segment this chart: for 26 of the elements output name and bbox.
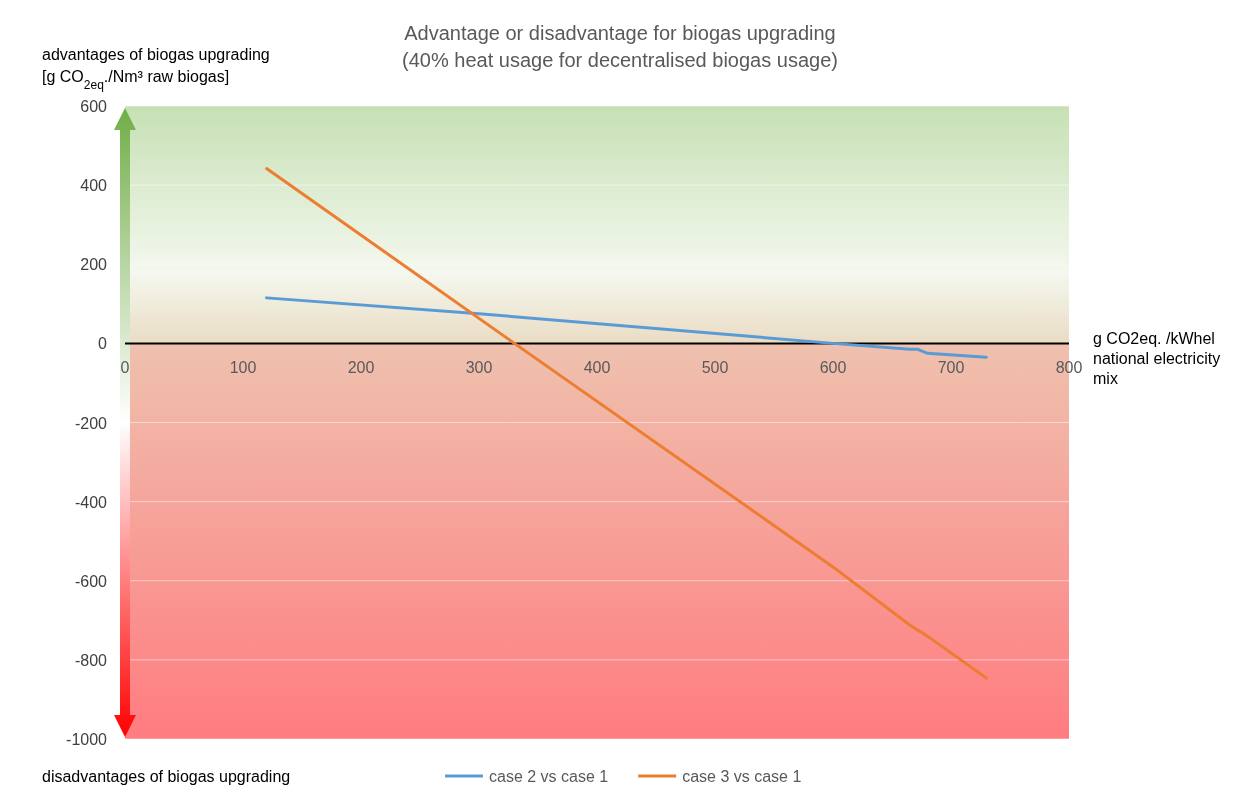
line-series [265, 296, 988, 359]
text: disadvantages of biogas upgrading [42, 768, 291, 785]
y-tick-label: 600 [80, 98, 108, 115]
x-tick-label: 500 [701, 359, 729, 377]
legend-label: case 3 vs case 1 [682, 768, 802, 785]
x-tick-label: 600 [819, 359, 847, 377]
x-tick-label: 300 [465, 359, 493, 377]
y-tick-label: -1000 [66, 731, 108, 748]
y-tick-label: 400 [80, 177, 108, 195]
legend-label: case 2 vs case 1 [489, 768, 609, 785]
y-tick-label: -200 [74, 414, 108, 432]
x-tick-label: 100 [229, 359, 257, 377]
line-series [265, 167, 988, 680]
x-tick-label: 400 [583, 359, 611, 377]
y-axis-title: advantages of biogas upgrading [g CO$_{2eq}$./Nm³ raw biogas] [42, 46, 270, 92]
y-tick-label: -400 [74, 493, 108, 511]
chart-title: Advantage or disadvantage for biogas upgrading (40% heat usage for decentralised biogas usage) [402, 22, 838, 71]
y-tick-label: -800 [74, 651, 108, 669]
x-tick-label: 700 [937, 359, 965, 377]
x-tick-label: 0 [120, 359, 130, 377]
x-tick-label: 800 [1055, 359, 1083, 377]
y-tick-label: 200 [80, 256, 108, 274]
x-axis-title: g CO2eq. /kWhel national electricity mix [1093, 330, 1221, 388]
x-tick-label: 200 [347, 359, 375, 377]
y-tick-label: 0 [98, 335, 108, 353]
y-tick-label: -600 [74, 572, 108, 590]
